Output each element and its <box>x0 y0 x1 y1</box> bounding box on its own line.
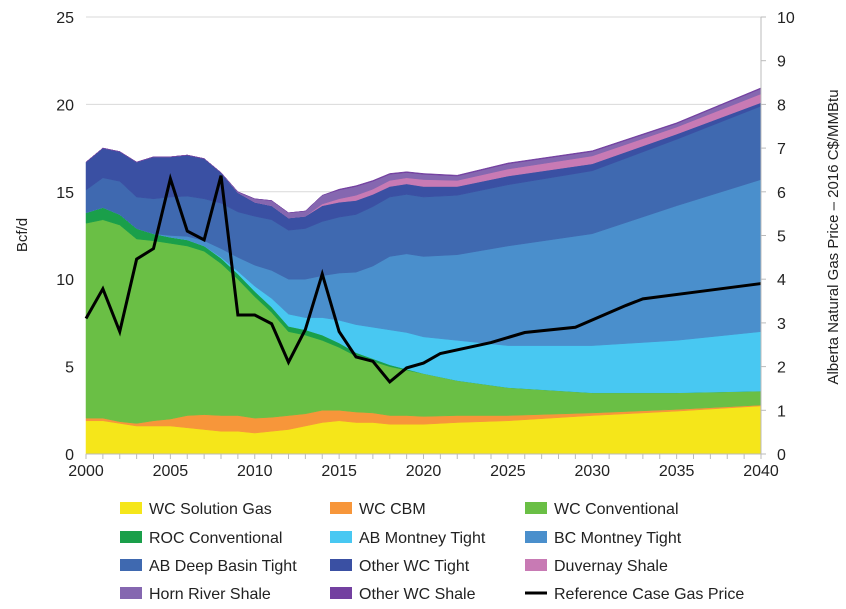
y2-tick-label: 10 <box>777 10 795 27</box>
legend-swatch <box>525 502 547 514</box>
legend-label: WC Solution Gas <box>149 501 272 518</box>
x-tick-label: 2020 <box>406 463 442 480</box>
y-tick-label: 10 <box>56 272 74 289</box>
y2-tick-label: 3 <box>777 316 786 333</box>
y-tick-label: 5 <box>65 360 74 377</box>
legend-swatch <box>120 502 142 514</box>
legend-label: AB Montney Tight <box>359 530 486 547</box>
legend-label: ROC Conventional <box>149 530 282 547</box>
legend-label: Other WC Tight <box>359 558 470 575</box>
legend-swatch <box>330 502 352 514</box>
legend-label: Horn River Shale <box>149 586 271 603</box>
legend-label: AB Deep Basin Tight <box>149 558 297 575</box>
x-tick-label: 2015 <box>321 463 357 480</box>
legend-swatch <box>330 559 352 571</box>
y2-tick-label: 5 <box>777 229 786 246</box>
legend-swatch <box>120 587 142 599</box>
y-tick-label: 20 <box>56 97 74 114</box>
legend: WC Solution Gas WC CBM WC Conventional ROC … <box>120 501 744 603</box>
y2-tick-label: 1 <box>777 403 786 420</box>
x-tick-label: 2010 <box>237 463 273 480</box>
legend-label: WC CBM <box>359 501 426 518</box>
legend-swatch <box>525 559 547 571</box>
legend-label: WC Conventional <box>554 501 679 518</box>
legend-label: Other WC Shale <box>359 586 476 603</box>
y2-tick-label: 6 <box>777 185 786 202</box>
y2-tick-label: 8 <box>777 97 786 114</box>
y-tick-label: 0 <box>65 447 74 464</box>
x-tick-label: 2035 <box>659 463 695 480</box>
price-line <box>84 173 762 385</box>
legend-swatch <box>120 559 142 571</box>
y2-tick-label: 2 <box>777 360 786 377</box>
legend-swatch <box>330 531 352 543</box>
x-tick-label: 2040 <box>743 463 779 480</box>
legend-swatch <box>525 531 547 543</box>
y2-tick-label: 0 <box>777 447 786 464</box>
y2-tick-label: 7 <box>777 141 786 158</box>
y2-tick-label: 9 <box>777 54 786 71</box>
area-series <box>85 87 762 455</box>
x-tick-label: 2000 <box>68 463 104 480</box>
price-line-series <box>84 173 762 385</box>
y-tick-label: 15 <box>56 185 74 202</box>
y-axis-label: Bcf/d <box>14 218 31 252</box>
y2-axis-label: Alberta Natural Gas Price – 2016 C$/MMBt… <box>825 89 842 384</box>
legend-label: Duvernay Shale <box>554 558 668 575</box>
y2-tick-label: 4 <box>777 272 786 289</box>
legend-label: Reference Case Gas Price <box>554 586 744 603</box>
legend-label: BC Montney Tight <box>554 530 682 547</box>
x-tick-label: 2030 <box>574 463 610 480</box>
y-tick-label: 25 <box>56 10 74 27</box>
legend-swatch <box>120 531 142 543</box>
x-tick-label: 2005 <box>153 463 189 480</box>
legend-swatch <box>330 587 352 599</box>
x-tick-label: 2025 <box>490 463 526 480</box>
